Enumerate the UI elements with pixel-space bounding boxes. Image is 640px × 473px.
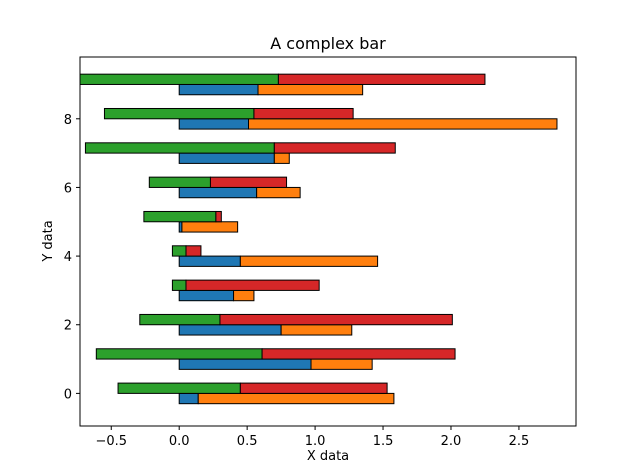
bar-series-2-y-2 <box>280 324 353 336</box>
bar-series-4-y-3 <box>185 279 320 291</box>
bar-series-3-y-0 <box>117 382 241 394</box>
bar-series-3-y-3 <box>171 279 187 291</box>
bar-series-3-y-2 <box>139 313 221 326</box>
bars-layer <box>79 73 558 405</box>
x-tick-label: 1.5 <box>373 434 394 449</box>
bar-series-2-y-6 <box>256 186 301 199</box>
bar-series-3-y-4 <box>171 245 187 257</box>
x-tick-label: 0.0 <box>169 434 190 449</box>
y-tick-label: 4 <box>64 250 72 265</box>
bar-series-4-y-9 <box>277 73 486 85</box>
bar-series-1-y-0 <box>178 392 199 405</box>
bar-series-4-y-4 <box>185 245 202 257</box>
y-axis: 0 2 4 6 8 <box>64 113 80 402</box>
bar-series-1-y-4 <box>178 255 241 267</box>
x-axis-label: X data <box>307 449 349 464</box>
bar-series-2-y-4 <box>239 255 379 267</box>
bar-series-3-y-5 <box>143 210 217 223</box>
bar-series-1-y-3 <box>178 289 235 302</box>
bar-series-1-y-8 <box>178 118 250 130</box>
chart-title: A complex bar <box>270 34 386 53</box>
y-tick-label: 0 <box>64 387 72 402</box>
y-tick-label: 2 <box>64 319 72 334</box>
bar-series-4-y-7 <box>273 142 396 154</box>
bar-series-4-y-1 <box>261 348 456 360</box>
bar-series-2-y-1 <box>310 358 373 370</box>
x-axis: −0.5 0.0 0.5 1.0 1.5 2.0 2.5 <box>95 426 529 449</box>
bar-series-1-y-6 <box>178 186 258 199</box>
bar-series-2-y-5 <box>181 221 239 233</box>
x-tick-label: 2.0 <box>441 434 462 449</box>
bar-series-3-y-9 <box>79 73 279 85</box>
x-tick-label: 1.0 <box>305 434 326 449</box>
y-tick-label: 8 <box>64 113 72 128</box>
y-tick-label: 6 <box>64 181 72 196</box>
bar-series-4-y-8 <box>253 107 354 120</box>
bar-series-3-y-6 <box>148 176 211 188</box>
bar-series-3-y-8 <box>103 107 255 120</box>
bar-series-2-y-8 <box>248 118 558 130</box>
bar-series-1-y-9 <box>178 83 259 96</box>
bar-series-3-y-1 <box>95 348 263 360</box>
bar-series-4-y-5 <box>215 210 222 223</box>
bar-series-2-y-3 <box>233 289 255 302</box>
bar-series-4-y-6 <box>209 176 288 188</box>
bar-series-4-y-0 <box>239 382 388 394</box>
y-axis-label: Y data <box>41 220 56 262</box>
bar-series-1-y-2 <box>178 324 282 336</box>
x-tick-label: 0.5 <box>237 434 258 449</box>
bar-series-2-y-9 <box>257 83 364 96</box>
bar-series-1-y-7 <box>178 152 275 164</box>
bar-series-1-y-1 <box>178 358 312 370</box>
plot-frame <box>79 56 577 427</box>
x-tick-label: 2.5 <box>509 434 530 449</box>
x-tick-label: −0.5 <box>95 434 127 449</box>
bar-series-2-y-7 <box>273 152 290 164</box>
bar-series-3-y-7 <box>84 142 275 154</box>
bar-series-2-y-0 <box>197 392 395 405</box>
bar-series-4-y-2 <box>219 313 453 326</box>
